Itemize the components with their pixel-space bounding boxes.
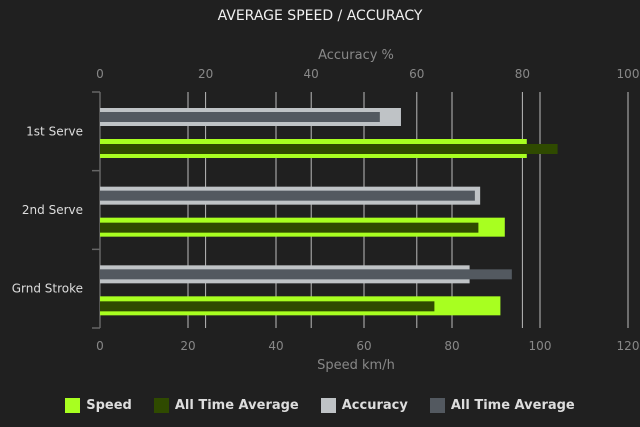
category-label: 2nd Serve bbox=[22, 203, 83, 217]
category-label: 1st Serve bbox=[26, 124, 83, 138]
accuracy-tick-label: 40 bbox=[304, 67, 319, 81]
legend-swatch bbox=[429, 398, 445, 413]
accuracy-tick-label: 80 bbox=[515, 67, 530, 81]
speed-tick-label: 60 bbox=[356, 339, 371, 353]
accuracy-tick-label: 60 bbox=[409, 67, 424, 81]
accuracy-average-bar bbox=[100, 112, 380, 122]
speed-tick-label: 20 bbox=[180, 339, 195, 353]
accuracy-tick-label: 20 bbox=[198, 67, 213, 81]
category-label: Grnd Stroke bbox=[12, 282, 83, 296]
legend-label: All Time Average bbox=[174, 398, 299, 413]
legend-swatch bbox=[320, 398, 336, 413]
speed-tick-label: 120 bbox=[617, 339, 640, 353]
legend-item[interactable]: All Time Average bbox=[429, 398, 575, 413]
legend-swatch bbox=[153, 398, 169, 413]
accuracy-tick-label: 100 bbox=[617, 67, 640, 81]
speed-tick-label: 40 bbox=[268, 339, 283, 353]
legend-label: Accuracy bbox=[341, 398, 408, 413]
speed-tick-label: 100 bbox=[529, 339, 552, 353]
speed-tick-label: 80 bbox=[444, 339, 459, 353]
legend: Speed All Time Average Accuracy All Time Av… bbox=[0, 398, 640, 413]
speed-average-bar bbox=[100, 301, 435, 312]
accuracy-average-bar bbox=[100, 190, 475, 201]
speed-average-bar bbox=[100, 222, 479, 233]
legend-item[interactable]: Accuracy bbox=[320, 398, 408, 413]
legend-label: All Time Average bbox=[450, 398, 575, 413]
chart-title: AVERAGE SPEED / ACCURACY bbox=[217, 8, 423, 24]
accuracy-axis-label: Accuracy % bbox=[318, 48, 394, 63]
accuracy-average-bar bbox=[100, 269, 512, 280]
legend-item[interactable]: All Time Average bbox=[153, 398, 299, 413]
legend-item[interactable]: Speed bbox=[65, 398, 132, 413]
accuracy-tick-label: 0 bbox=[96, 67, 104, 81]
speed-axis-label: Speed km/h bbox=[317, 358, 395, 373]
legend-swatch bbox=[65, 398, 81, 413]
speed-average-bar bbox=[100, 144, 558, 154]
legend-label: Speed bbox=[86, 398, 132, 413]
speed-tick-label: 0 bbox=[96, 339, 104, 353]
